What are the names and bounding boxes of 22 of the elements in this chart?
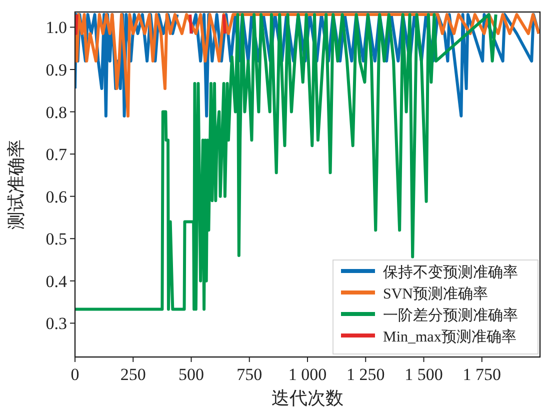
y-tick-label: 0.6 [46, 187, 67, 206]
x-tick-label: 1 750 [462, 365, 501, 384]
legend-label: 保持不变预测准确率 [383, 264, 518, 281]
x-tick-label: 0 [70, 365, 80, 384]
x-axis-title: 迭代次数 [272, 388, 344, 408]
y-tick-label: 0.5 [46, 230, 67, 249]
x-tick-label: 1 500 [404, 365, 443, 384]
x-tick-label: 750 [236, 365, 262, 384]
y-tick-label: 0.9 [46, 60, 67, 80]
x-tick-label: 1 250 [346, 365, 385, 384]
legend-label: 一阶差分预测准确率 [383, 307, 518, 324]
y-tick-label: 0.8 [46, 102, 67, 122]
legend-label: Min_max预测准确率 [383, 328, 516, 346]
y-tick-label: 1.0 [46, 18, 67, 38]
y-tick-label: 0.4 [46, 272, 68, 291]
y-tick-label: 0.7 [46, 145, 68, 164]
y-axis-title: 测试准确率 [6, 140, 26, 230]
y-tick-label: 0.3 [46, 314, 67, 334]
legend-label: SVN预测准确率 [383, 286, 488, 302]
x-tick-label: 250 [120, 365, 146, 384]
x-tick-label: 500 [178, 365, 204, 384]
x-tick-label: 1 000 [288, 365, 327, 384]
